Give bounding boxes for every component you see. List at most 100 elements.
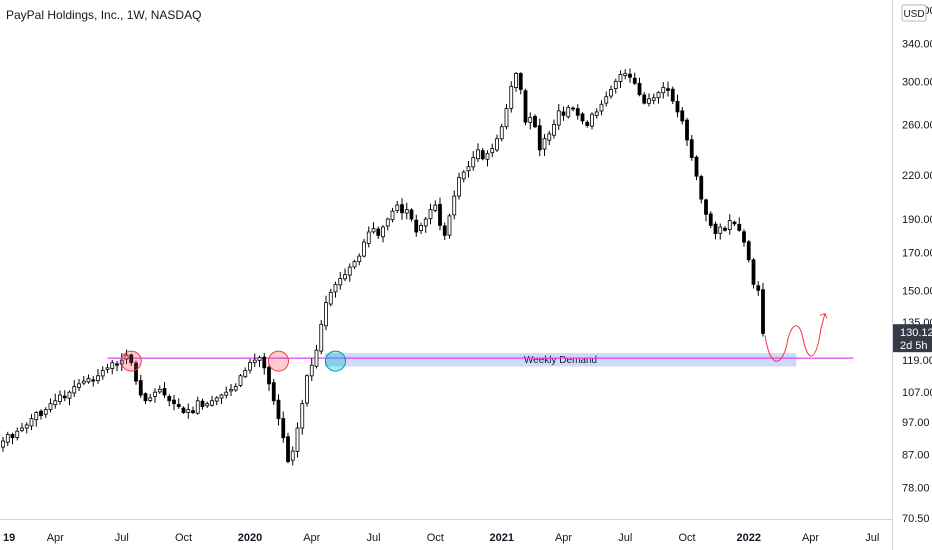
candlestick-series [1,68,765,466]
candle [276,394,281,426]
candle [727,214,732,235]
price-axis[interactable]: 380.00340.00300.00260.00220.00190.00170.… [902,5,932,525]
candle-body-down [637,83,642,96]
candle-body-up [48,403,53,410]
candle-body-down [376,228,381,236]
candle [485,150,490,167]
candle [466,161,471,178]
candle [153,388,157,403]
candle [286,432,290,464]
candle [195,396,200,415]
candle-body-up [419,225,423,232]
price-tick-label: 300.00 [902,76,932,88]
candle [143,392,148,405]
time-tick-label: Apr [555,532,572,544]
candle [732,220,737,227]
candle-body-up [314,349,319,367]
candle-body-down [162,388,167,396]
candle-body-up [43,409,48,415]
highlight-circle-3[interactable] [325,350,346,372]
candle [1,436,5,452]
candle-body-down [685,119,689,141]
candle-body-down [414,219,419,233]
candle [362,238,366,258]
candle [314,344,319,369]
candle-body-up [53,400,58,406]
candle-body-down [742,231,746,243]
candle-body-up [205,403,210,407]
candle-body-up [148,397,153,401]
candle-body-down [129,354,134,364]
candle-body-up [466,166,471,172]
candle [556,103,561,130]
candle [281,411,286,443]
candle-body-up [495,138,499,151]
candle [53,393,58,409]
candle [647,93,651,107]
candle [148,394,153,403]
time-axis[interactable]: 19 Apr Jul Oct 2020 Apr Jul Oct 2021 Apr Jul Oct 202… [3,532,879,544]
candle [238,374,243,388]
candle [480,147,485,161]
candle [381,225,385,243]
candle-body-down [723,227,727,231]
candle [490,143,495,158]
candle-body-down [571,107,575,110]
candle [91,376,96,387]
candle-body-up [233,386,238,391]
candle-body-up [476,149,480,160]
candle-body-up [718,226,723,234]
candle [613,78,618,94]
candle-body-down [632,77,637,84]
candle-body-up [324,302,328,327]
candle [328,288,333,307]
candle [637,77,642,97]
candle [533,114,537,128]
candle [347,263,352,282]
candle [542,134,547,156]
candle [243,367,248,379]
candle-body-up [447,215,452,236]
candle-body-up [362,241,366,257]
highlight-circle-2[interactable] [268,350,289,372]
candle [471,151,476,171]
time-tick-label: 2020 [238,532,262,544]
candle-body-up [153,391,157,397]
candle [191,406,195,415]
candle [670,86,675,105]
candle [742,229,746,247]
candle-body-up [566,107,571,118]
candle [699,174,704,204]
candle-body-down [134,362,138,382]
candle-body-down [575,108,580,116]
candle [205,401,210,408]
candle-body-up [243,370,248,378]
weekly-demand-zone[interactable]: Weekly Demand [324,353,797,367]
candle [461,170,466,183]
candle [134,360,138,385]
time-tick-label: 19 [3,532,15,544]
candle-body-up [504,108,509,128]
highlight-circle-1[interactable] [120,350,142,372]
candle [309,358,314,382]
price-tick-label: 70.50 [902,513,930,525]
candle-body-down [756,285,761,291]
candle-body-up [81,380,86,384]
candle [457,172,461,200]
candle-body-up [457,177,461,197]
candle-body-down [267,366,271,385]
candle [656,91,661,104]
candle [713,221,718,240]
candle [751,258,756,289]
candle [404,202,409,220]
candle-body-up [352,261,357,268]
projection-path[interactable] [764,313,826,362]
candle-body-down [191,410,195,413]
demand-zone-rect[interactable] [324,353,797,367]
candle [324,295,328,331]
currency-badge[interactable] [901,4,927,22]
candle-body-down [533,116,537,128]
candle [39,409,43,420]
candle [761,282,765,337]
